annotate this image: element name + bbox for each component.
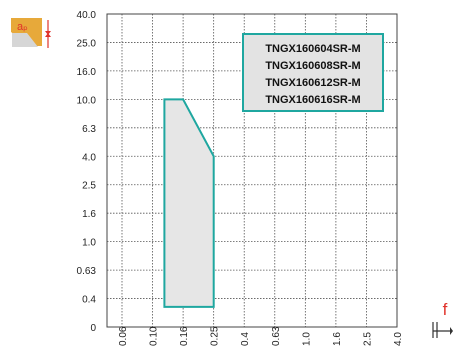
ap-icon-label: aₚ [17, 21, 28, 33]
x-tick-labels: 0.06 0.10 0.16 0.25 0.4 0.63 1.0 1.6 2.5 4.0 [118, 326, 404, 346]
x-tick-label: 0.16 [179, 326, 190, 346]
depth-of-cut-icon: aₚ [11, 18, 51, 48]
feed-direction-icon [432, 322, 453, 338]
x-tick-label: 1.6 [332, 332, 343, 346]
y-tick-label: 0.63 [77, 266, 97, 277]
legend-entry: TNGX160612SR-M [265, 77, 360, 89]
x-axis-label: f [443, 300, 448, 319]
legend-entry: TNGX160608SR-M [265, 60, 360, 72]
y-tick-label: 1.6 [82, 209, 96, 220]
legend-entry: TNGX160616SR-M [265, 94, 360, 106]
operating-region [163, 98, 215, 308]
x-tick-label: 4.0 [393, 332, 404, 346]
plot-frame [106, 13, 398, 328]
y-tick-label: 4.0 [82, 152, 96, 163]
y-tick-label: 16.0 [77, 67, 97, 78]
y-tick-label: 6.3 [82, 124, 96, 135]
y-tick-label: 40.0 [77, 10, 97, 21]
x-tick-label: 1.0 [301, 332, 312, 346]
legend-box [242, 33, 384, 112]
x-tick-label: 0.25 [210, 326, 221, 346]
y-tick-label: 2.5 [82, 181, 96, 192]
y-tick-label: 10.0 [77, 95, 97, 106]
x-tick-label: 0.10 [149, 326, 160, 346]
y-tick-label: 0 [90, 323, 96, 334]
legend: TNGX160604SR-M TNGX160608SR-M TNGX160612… [242, 33, 384, 112]
y-tick-label: 1.0 [82, 238, 96, 249]
x-tick-label: 2.5 [362, 332, 373, 346]
y-tick-label: 25.0 [77, 38, 97, 49]
y-tick-label: 0.4 [82, 295, 96, 306]
x-tick-label: 0.06 [118, 326, 129, 346]
legend-entry: TNGX160604SR-M [265, 43, 360, 55]
x-tick-label: 0.4 [240, 332, 251, 346]
y-tick-labels: 0 0.4 0.63 1.0 1.6 2.5 4.0 6.3 10.0 16.0 25.0 40.0 [77, 10, 97, 334]
x-tick-label: 0.63 [271, 326, 282, 346]
